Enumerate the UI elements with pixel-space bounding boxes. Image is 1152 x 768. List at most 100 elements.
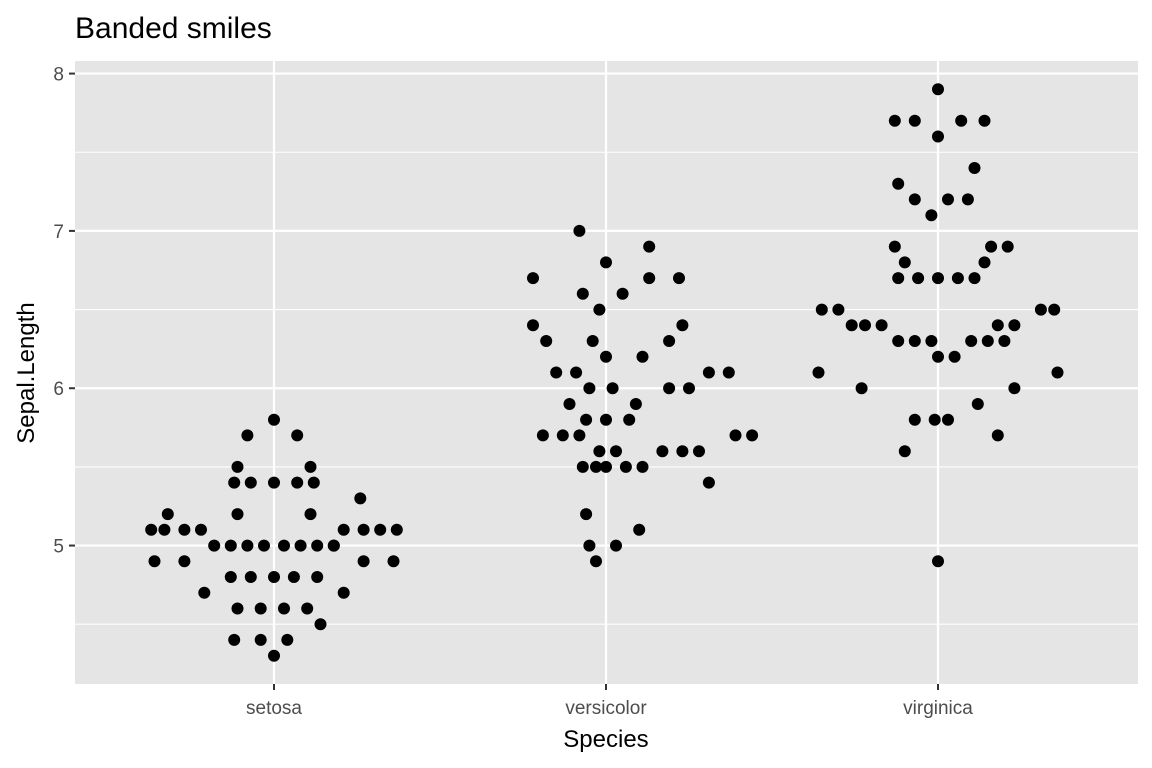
data-point <box>258 539 270 552</box>
data-point <box>623 413 636 426</box>
data-point <box>580 413 593 426</box>
data-point <box>374 523 387 536</box>
data-point <box>832 303 845 316</box>
data-point <box>892 177 905 190</box>
data-point <box>908 413 921 426</box>
data-point <box>304 508 317 521</box>
data-point <box>570 366 583 379</box>
data-point <box>663 382 676 395</box>
data-point <box>676 445 689 458</box>
data-point <box>925 335 938 347</box>
data-point <box>693 445 705 458</box>
data-point <box>978 256 991 269</box>
data-point <box>892 335 905 347</box>
data-point <box>1008 382 1021 395</box>
data-point <box>1001 240 1014 253</box>
data-point <box>932 555 944 568</box>
data-point <box>908 335 921 347</box>
data-point <box>590 555 602 568</box>
data-point <box>968 272 981 285</box>
data-point <box>231 508 244 521</box>
y-axis: 5 6 7 8 <box>53 65 75 558</box>
data-point <box>1034 303 1047 316</box>
data-point <box>702 476 715 489</box>
data-point <box>932 83 944 96</box>
data-point <box>278 602 290 615</box>
data-point <box>580 508 593 521</box>
data-point <box>161 508 174 521</box>
data-point <box>268 413 280 426</box>
data-point <box>268 649 280 662</box>
data-point <box>908 193 921 206</box>
data-point <box>287 571 300 583</box>
data-point <box>244 571 257 583</box>
y-tick-label: 6 <box>53 379 64 400</box>
data-point <box>244 476 257 489</box>
data-point <box>158 523 171 536</box>
data-point <box>583 539 596 552</box>
data-point <box>961 193 974 206</box>
data-point <box>925 209 938 222</box>
data-point <box>563 398 576 410</box>
data-point <box>702 366 715 379</box>
data-point <box>643 272 656 285</box>
data-point <box>540 335 553 347</box>
data-point <box>573 224 586 237</box>
data-point <box>683 382 695 395</box>
data-point <box>610 539 622 552</box>
data-point <box>327 539 340 552</box>
data-point <box>633 523 646 536</box>
data-point <box>912 272 925 285</box>
x-axis-title: Species <box>563 726 648 753</box>
data-point <box>573 429 586 442</box>
data-point <box>656 445 669 458</box>
data-point <box>281 633 294 646</box>
data-point <box>337 586 350 599</box>
data-point <box>268 476 280 489</box>
data-point <box>231 602 244 615</box>
data-point <box>600 256 612 269</box>
data-point <box>254 602 267 615</box>
data-point <box>812 366 825 379</box>
data-point <box>337 523 350 536</box>
data-point <box>586 335 599 347</box>
data-point <box>942 193 954 206</box>
data-point <box>195 523 207 536</box>
data-point <box>1051 366 1064 379</box>
data-point <box>590 460 602 473</box>
data-point <box>951 272 964 285</box>
y-axis-title: Sepal.Length <box>13 302 40 443</box>
data-point <box>898 256 911 269</box>
data-point <box>888 240 901 253</box>
data-point <box>228 476 241 489</box>
data-point <box>619 460 632 473</box>
data-points <box>145 83 1064 662</box>
data-point <box>254 633 267 646</box>
data-point <box>600 460 612 473</box>
data-point <box>643 240 656 253</box>
data-point <box>991 429 1004 442</box>
data-point <box>291 429 304 442</box>
data-point <box>815 303 828 316</box>
data-point <box>556 429 569 442</box>
x-tick-label: versicolor <box>565 698 647 719</box>
data-point <box>278 539 290 552</box>
data-point <box>224 571 237 583</box>
data-point <box>855 382 868 395</box>
data-point <box>208 539 221 552</box>
data-point <box>354 492 367 505</box>
data-point <box>387 555 400 568</box>
data-point <box>859 319 871 332</box>
data-point <box>663 335 676 347</box>
data-point <box>955 114 968 127</box>
data-point <box>845 319 858 332</box>
data-point <box>932 350 944 363</box>
data-point <box>224 539 237 552</box>
data-point <box>357 523 370 536</box>
data-point <box>241 539 254 552</box>
data-point <box>722 366 735 379</box>
data-point <box>307 476 320 489</box>
data-point <box>981 335 994 347</box>
data-point <box>294 539 307 552</box>
data-point <box>629 398 642 410</box>
